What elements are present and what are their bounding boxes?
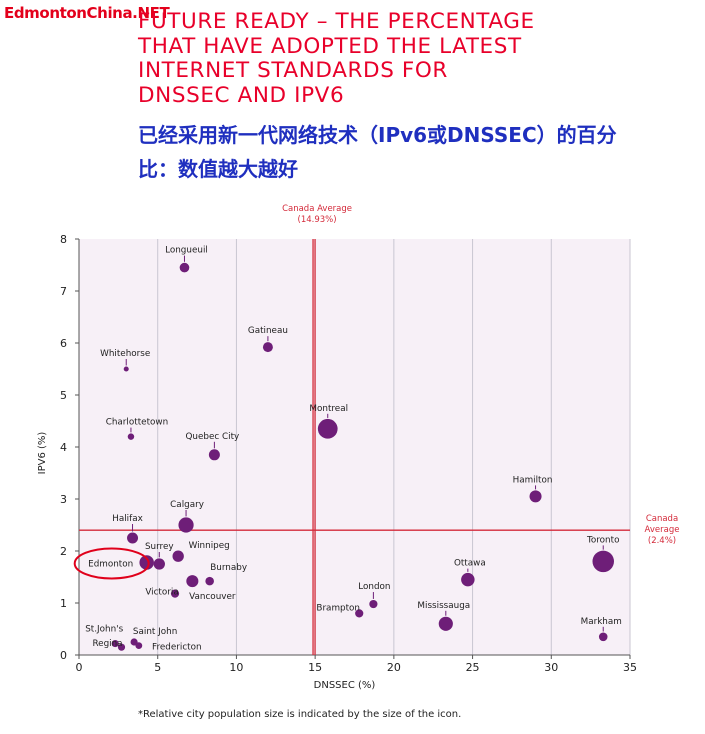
label-halifax: Halifax [112, 514, 143, 524]
label-ottawa: Ottawa [454, 559, 486, 569]
bubble-longueuil [179, 262, 190, 273]
canada-average-label-y: Canada [646, 514, 678, 524]
bubble-regina [117, 643, 126, 651]
label-montreal: Montreal [309, 404, 348, 414]
y-axis-label: IPV6 (%) [37, 432, 48, 475]
label-gatineau: Gatineau [248, 326, 288, 336]
label-whitehorse: Whitehorse [100, 349, 150, 359]
bubble-mississauga [438, 616, 453, 631]
label-calgary: Calgary [170, 500, 204, 510]
x-tick-label: 10 [229, 661, 243, 674]
label-vancouver: Vancouver [189, 592, 236, 602]
x-tick-label: 15 [308, 661, 322, 674]
bubble-brampton [355, 609, 364, 618]
label-winnipeg: Winnipeg [189, 541, 230, 551]
bubble-surrey [153, 558, 165, 570]
y-tick-label: 8 [60, 233, 67, 246]
y-tick-label: 2 [60, 545, 67, 558]
label-toronto: Toronto [586, 535, 619, 545]
bubble-toronto [592, 550, 614, 573]
x-tick-label: 0 [76, 661, 83, 674]
bubble-markham [598, 632, 608, 642]
bubble-burnaby [205, 576, 214, 586]
bubble-vancouver [186, 575, 199, 588]
title-line-1: FUTURE READY – THE PERCENTAGE [138, 9, 535, 34]
bubble-calgary [178, 517, 194, 533]
x-tick-label: 25 [466, 661, 480, 674]
y-tick-label: 3 [60, 493, 67, 506]
data-points [111, 262, 614, 651]
label-victoria: Victoria [145, 588, 178, 598]
bubble-gatineau [262, 342, 273, 353]
plot-area [79, 239, 630, 655]
label-charlottetown: Charlottetown [106, 418, 168, 428]
axes: 0 5 10 15 20 25 30 35 0 1 2 3 4 5 6 7 8 [60, 233, 637, 674]
y-tick-label: 4 [60, 441, 67, 454]
canada-average-label-y: Average [645, 525, 680, 535]
bubble-saint-john [130, 638, 138, 646]
label-mississauga: Mississauga [417, 601, 470, 611]
x-tick-label: 30 [544, 661, 558, 674]
bubble-ottawa [461, 572, 475, 587]
label-london: London [358, 582, 390, 592]
title-line-4: DNSSEC AND IPV6 [138, 82, 345, 108]
label-markham: Markham [581, 617, 622, 627]
edmonton-highlight-ring [73, 547, 150, 580]
bubble-quebec-city [208, 449, 220, 461]
chart-title: FUTURE READY – THE PERCENTAGE THAT HAVE … [138, 9, 698, 108]
bubble-halifax [127, 532, 139, 544]
label-quebec-city: Quebec City [185, 432, 239, 442]
y-tick-label: 0 [60, 649, 67, 662]
canada-average-label-y: (2.4%) [648, 536, 676, 546]
y-tick-label: 6 [60, 337, 67, 350]
bubble-victoria [170, 589, 180, 598]
y-tick-label: 5 [60, 389, 67, 402]
bubble-whitehorse [123, 366, 129, 372]
bubble-winnipeg [172, 550, 184, 562]
title-line-2: THAT HAVE ADOPTED THE LATEST [138, 33, 522, 59]
label-saint-john: Saint John [133, 627, 177, 637]
x-tick-label: 5 [154, 661, 161, 674]
footnote: *Relative city population size is indica… [138, 709, 462, 720]
label-hamilton: Hamilton [513, 475, 553, 485]
title-line-3: INTERNET STANDARDS FOR [138, 58, 448, 83]
point-labels: Longueuil Whitehorse Gatineau Charlottetown… [73, 246, 622, 653]
x-tick-label: 20 [387, 661, 401, 674]
x-axis-label: DNSSEC (%) [314, 680, 376, 691]
y-tick-label: 1 [60, 597, 67, 610]
label-regina: Regina [92, 639, 122, 649]
label-fredericton: Fredericton [152, 643, 202, 653]
reference-lines: Canada Average(14.93%) CanadaAverage(2.4%… [79, 204, 679, 655]
bubble-montreal [317, 418, 338, 439]
bubble-london [369, 599, 378, 609]
label-burnaby: Burnaby [210, 563, 247, 573]
label-st-john-s: St.John's [85, 625, 123, 635]
subtitle-line-2: 比：数值越大越好 [138, 157, 298, 181]
y-tick-label: 7 [60, 285, 67, 298]
bubble-fredericton [135, 642, 143, 650]
label-edmonton: Edmonton [88, 559, 133, 569]
bubble-edmonton [139, 555, 154, 570]
site-watermark: EdmontonChina.NET [4, 4, 170, 22]
chinese-subtitle: 已经采用新一代网络技术（IPv6或DNSSEC）的百分 比：数值越大越好 [138, 118, 698, 186]
label-brampton: Brampton [316, 603, 360, 613]
x-tick-label: 35 [623, 661, 637, 674]
bubble-hamilton [529, 490, 542, 503]
bubble-charlottetown [127, 433, 135, 440]
subtitle-line-1: 已经采用新一代网络技术（IPv6或DNSSEC）的百分 [138, 123, 617, 147]
bubble-st-john-s [111, 639, 119, 648]
label-longueuil: Longueuil [165, 246, 208, 256]
canada-average-label-x: (14.93%) [298, 215, 337, 225]
canada-average-label-x: Canada Average [282, 204, 352, 214]
label-surrey: Surrey [145, 542, 174, 552]
